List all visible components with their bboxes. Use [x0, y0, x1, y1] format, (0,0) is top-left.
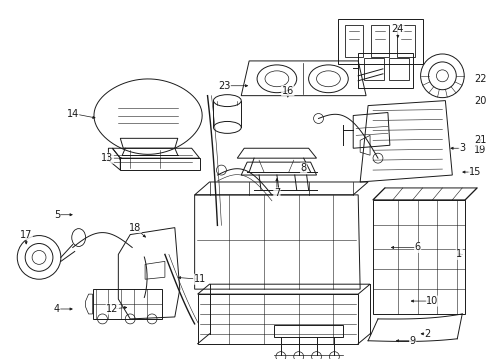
Text: 14: 14 [66, 108, 79, 118]
Text: 20: 20 [473, 96, 485, 105]
Bar [364, 58, 383, 80]
Text: 15: 15 [468, 167, 480, 177]
Text: 1: 1 [455, 249, 461, 260]
Text: 19: 19 [473, 145, 485, 155]
Bar [370, 25, 388, 57]
Text: 5: 5 [54, 210, 60, 220]
Text: 6: 6 [414, 243, 420, 252]
Bar [273, 325, 343, 337]
Text: 21: 21 [473, 135, 485, 145]
Text: 10: 10 [426, 296, 438, 306]
Text: 18: 18 [129, 222, 141, 233]
Text: 23: 23 [218, 81, 230, 91]
Text: 17: 17 [20, 230, 32, 239]
Bar [396, 25, 414, 57]
Text: 13: 13 [101, 153, 113, 163]
Text: 3: 3 [458, 143, 465, 153]
Text: 2: 2 [424, 329, 430, 339]
Text: 12: 12 [106, 304, 118, 314]
Bar [345, 25, 363, 57]
Text: 11: 11 [193, 274, 205, 284]
Text: 8: 8 [300, 163, 306, 173]
Text: 16: 16 [281, 86, 293, 96]
Bar [92, 289, 162, 319]
Text: 7: 7 [273, 188, 280, 198]
Bar [338, 19, 422, 64]
Bar [388, 58, 408, 80]
Bar [357, 53, 412, 88]
Text: 4: 4 [54, 304, 60, 314]
Text: 22: 22 [473, 74, 486, 84]
Text: 24: 24 [391, 24, 403, 34]
Text: 9: 9 [409, 336, 415, 346]
